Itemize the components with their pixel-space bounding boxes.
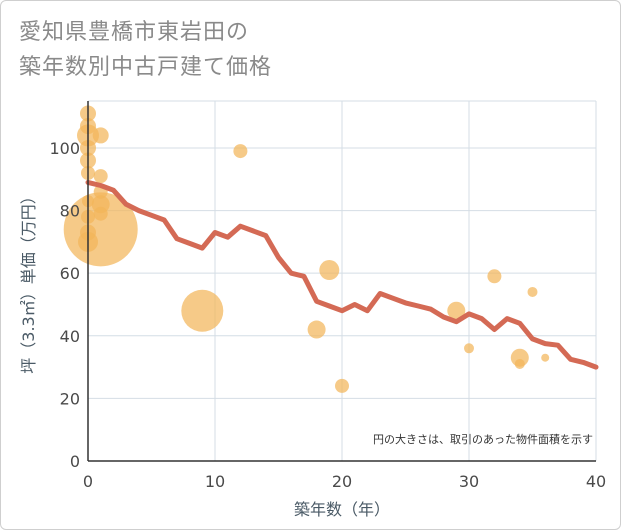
bubble-point xyxy=(93,169,108,184)
bubble-point xyxy=(233,144,248,159)
bubble-point xyxy=(541,353,550,362)
y-tick-label: 60 xyxy=(60,264,80,283)
trend-line-series xyxy=(85,179,599,370)
bubble-point xyxy=(527,286,538,297)
bubble-point xyxy=(514,358,525,369)
bubble-point xyxy=(335,378,349,393)
bubble-point xyxy=(92,127,109,144)
trend-line xyxy=(85,179,599,370)
y-tick-label: 100 xyxy=(49,139,80,158)
tick-labels: 0 10 20 30 40 0 20 40 60 80 100 xyxy=(49,139,606,491)
chart-title: 愛知県豊橋市東岩田の 築年数別中古戸建て価格 xyxy=(19,15,272,85)
chart-title-line1: 愛知県豊橋市東岩田の xyxy=(19,20,250,45)
bubble-series xyxy=(63,105,550,393)
y-tick-label: 0 xyxy=(70,452,80,471)
x-tick-label: 10 xyxy=(205,472,225,491)
x-tick-label: 30 xyxy=(459,472,479,491)
bubble-point xyxy=(464,343,474,354)
x-tick-label: 0 xyxy=(83,472,93,491)
y-tick-label: 20 xyxy=(60,389,80,408)
bubble-size-note: 円の大きさは、取引のあった物件面積を示す xyxy=(373,432,593,446)
chart-title-line2: 築年数別中古戸建て価格 xyxy=(19,55,273,80)
x-tick-label: 40 xyxy=(586,472,606,491)
axes xyxy=(87,101,596,462)
y-tick-label: 80 xyxy=(60,202,80,221)
x-axis-label: 築年数（年） xyxy=(294,500,390,519)
bubble-point xyxy=(181,289,224,332)
x-tick-label: 20 xyxy=(332,472,352,491)
bubble-point xyxy=(447,301,466,320)
y-axis-label: 坪（3.3㎡）単価（万円） xyxy=(19,188,38,373)
bubble-point xyxy=(93,206,108,221)
bubble-point xyxy=(319,260,340,281)
bubble-point xyxy=(487,269,502,284)
bubble-point xyxy=(307,320,326,339)
grid-lines xyxy=(88,100,597,461)
y-tick-label: 40 xyxy=(60,327,80,346)
